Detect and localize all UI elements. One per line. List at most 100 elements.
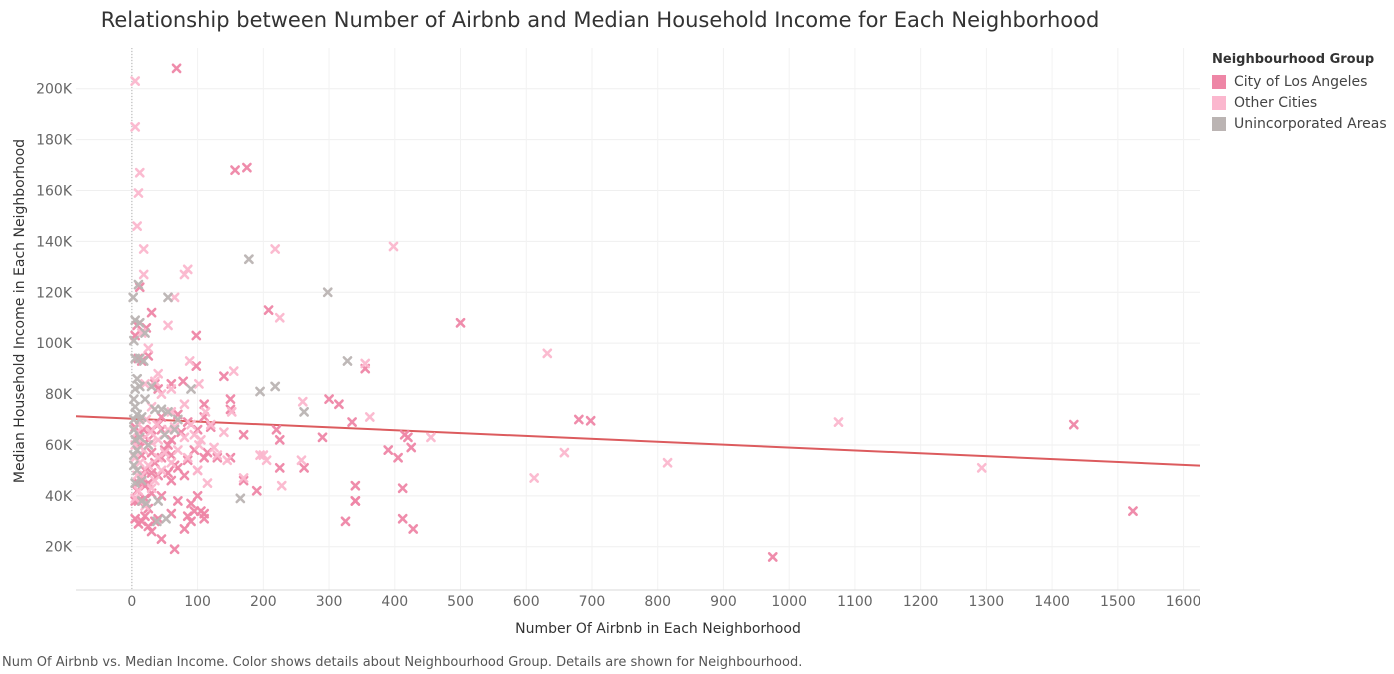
point-other-cities[interactable]: [212, 450, 223, 461]
point-unincorporated-areas[interactable]: [322, 287, 333, 298]
point-unincorporated-areas[interactable]: [172, 414, 183, 425]
point-unincorporated-areas[interactable]: [159, 429, 170, 440]
point-city-of-los-angeles[interactable]: [182, 511, 193, 522]
point-city-of-los-angeles[interactable]: [397, 513, 408, 524]
point-city-of-los-angeles[interactable]: [205, 422, 216, 433]
point-city-of-los-angeles[interactable]: [324, 394, 334, 405]
point-city-of-los-angeles[interactable]: [179, 524, 190, 534]
point-city-of-los-angeles[interactable]: [171, 63, 182, 74]
point-city-of-los-angeles[interactable]: [146, 526, 157, 537]
point-unincorporated-areas[interactable]: [128, 394, 139, 405]
point-other-cities[interactable]: [133, 485, 144, 496]
point-other-cities[interactable]: [184, 356, 195, 366]
point-other-cities[interactable]: [153, 368, 164, 379]
point-other-cities[interactable]: [270, 244, 281, 254]
point-city-of-los-angeles[interactable]: [218, 371, 229, 382]
point-other-cities[interactable]: [156, 465, 167, 476]
point-other-cities[interactable]: [134, 167, 145, 178]
point-unincorporated-areas[interactable]: [136, 496, 147, 506]
point-unincorporated-areas[interactable]: [255, 386, 265, 397]
point-unincorporated-areas[interactable]: [128, 335, 139, 346]
point-city-of-los-angeles[interactable]: [146, 307, 157, 318]
point-unincorporated-areas[interactable]: [128, 450, 139, 461]
point-city-of-los-angeles[interactable]: [166, 475, 177, 486]
point-city-of-los-angeles[interactable]: [299, 462, 309, 473]
point-unincorporated-areas[interactable]: [130, 434, 141, 445]
point-other-cities[interactable]: [163, 320, 173, 331]
point-unincorporated-areas[interactable]: [270, 381, 281, 392]
legend-item-other-cities[interactable]: Other Cities: [1212, 92, 1387, 113]
point-unincorporated-areas[interactable]: [134, 317, 145, 328]
point-other-cities[interactable]: [140, 378, 150, 389]
point-other-cities[interactable]: [138, 269, 149, 280]
point-other-cities[interactable]: [133, 188, 144, 198]
point-city-of-los-angeles[interactable]: [146, 468, 157, 478]
point-other-cities[interactable]: [276, 480, 287, 491]
point-unincorporated-areas[interactable]: [243, 254, 254, 265]
point-city-of-los-angeles[interactable]: [340, 516, 351, 527]
point-city-of-los-angeles[interactable]: [149, 516, 160, 527]
point-unincorporated-areas[interactable]: [342, 356, 353, 366]
point-city-of-los-angeles[interactable]: [767, 552, 778, 562]
point-city-of-los-angeles[interactable]: [178, 376, 189, 387]
point-other-cities[interactable]: [194, 378, 204, 389]
point-other-cities[interactable]: [426, 432, 436, 443]
point-other-cities[interactable]: [218, 427, 229, 438]
point-city-of-los-angeles[interactable]: [199, 399, 210, 410]
point-unincorporated-areas[interactable]: [136, 475, 147, 486]
point-unincorporated-areas[interactable]: [151, 516, 162, 527]
point-unincorporated-areas[interactable]: [163, 292, 173, 303]
point-city-of-los-angeles[interactable]: [585, 415, 596, 426]
point-unincorporated-areas[interactable]: [153, 496, 164, 506]
point-other-cities[interactable]: [166, 384, 177, 394]
point-other-cities[interactable]: [132, 221, 143, 232]
point-city-of-los-angeles[interactable]: [179, 470, 190, 481]
point-unincorporated-areas[interactable]: [138, 356, 149, 366]
point-other-cities[interactable]: [228, 366, 239, 377]
point-unincorporated-areas[interactable]: [132, 373, 143, 384]
point-other-cities[interactable]: [138, 244, 149, 254]
point-city-of-los-angeles[interactable]: [397, 483, 408, 494]
point-unincorporated-areas[interactable]: [128, 424, 139, 435]
point-other-cities[interactable]: [149, 475, 160, 486]
point-city-of-los-angeles[interactable]: [192, 490, 203, 501]
scatter-marks[interactable]: [128, 63, 1138, 562]
point-unincorporated-areas[interactable]: [134, 381, 145, 392]
point-city-of-los-angeles[interactable]: [159, 445, 170, 455]
point-other-cities[interactable]: [172, 445, 183, 455]
point-city-of-los-angeles[interactable]: [350, 496, 361, 506]
point-city-of-los-angeles[interactable]: [271, 424, 282, 435]
point-city-of-los-angeles[interactable]: [238, 429, 249, 440]
point-city-of-los-angeles[interactable]: [172, 496, 183, 506]
point-city-of-los-angeles[interactable]: [383, 445, 394, 455]
point-other-cities[interactable]: [179, 432, 190, 443]
point-other-cities[interactable]: [360, 358, 371, 369]
point-unincorporated-areas[interactable]: [134, 432, 145, 443]
point-other-cities[interactable]: [179, 269, 190, 280]
point-city-of-los-angeles[interactable]: [347, 417, 357, 427]
point-unincorporated-areas[interactable]: [136, 412, 147, 422]
point-city-of-los-angeles[interactable]: [182, 455, 193, 466]
point-other-cities[interactable]: [976, 462, 987, 473]
point-other-cities[interactable]: [156, 389, 167, 399]
point-city-of-los-angeles[interactable]: [186, 498, 196, 509]
point-unincorporated-areas[interactable]: [140, 328, 150, 338]
point-other-cities[interactable]: [166, 457, 177, 468]
point-other-cities[interactable]: [143, 460, 154, 471]
point-city-of-los-angeles[interactable]: [406, 442, 417, 453]
point-unincorporated-areas[interactable]: [186, 384, 196, 394]
point-other-cities[interactable]: [529, 473, 540, 483]
point-unincorporated-areas[interactable]: [163, 406, 173, 417]
point-unincorporated-areas[interactable]: [299, 406, 309, 417]
point-unincorporated-areas[interactable]: [130, 315, 141, 326]
point-other-cities[interactable]: [134, 457, 145, 468]
point-city-of-los-angeles[interactable]: [169, 544, 180, 555]
point-city-of-los-angeles[interactable]: [238, 475, 249, 486]
point-city-of-los-angeles[interactable]: [1068, 419, 1079, 430]
point-other-cities[interactable]: [130, 76, 141, 86]
point-unincorporated-areas[interactable]: [140, 394, 150, 405]
point-other-cities[interactable]: [238, 473, 249, 483]
point-other-cities[interactable]: [186, 419, 196, 430]
point-other-cities[interactable]: [159, 447, 170, 458]
point-other-cities[interactable]: [143, 343, 154, 354]
